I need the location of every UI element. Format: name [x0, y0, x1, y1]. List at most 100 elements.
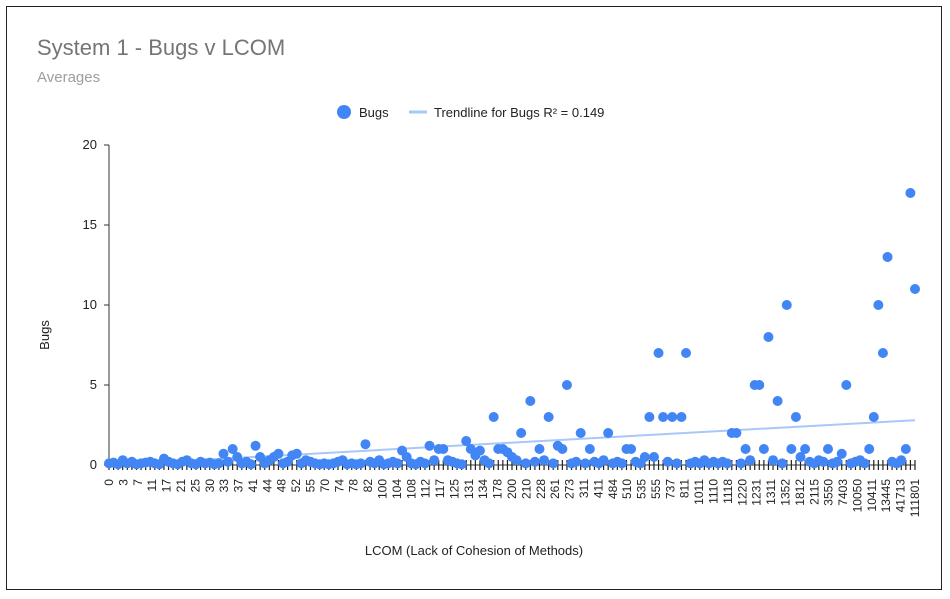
data-point: [905, 188, 916, 198]
x-axis-ticks: 0 3 7 11 17 21 25 30 33 37 41 44 48 52 55 70 74 78 82 100 10…: [102, 479, 922, 518]
x-tick-label: 311: [577, 479, 591, 498]
data-point: [474, 445, 485, 456]
x-tick-label: 3550: [822, 479, 836, 506]
data-point: [580, 458, 591, 469]
data-point: [520, 458, 531, 469]
x-tick-label: 125: [447, 479, 461, 499]
x-tick-label: 117: [433, 479, 447, 498]
y-tick-label: 10: [83, 297, 97, 312]
x-tick-label: 7: [131, 479, 145, 486]
x-tick-label: 74: [332, 479, 346, 493]
data-point: [543, 412, 554, 422]
data-point: [392, 458, 403, 469]
data-point: [488, 412, 499, 422]
x-tick-label: 411: [591, 479, 605, 498]
data-point: [516, 428, 527, 438]
x-tick-label: 261: [548, 479, 562, 499]
data-point: [822, 444, 833, 454]
data-point: [676, 412, 687, 422]
data-point: [786, 444, 797, 454]
data-points: [104, 188, 920, 470]
chart-subtitle: Averages: [37, 69, 100, 86]
data-point: [740, 444, 751, 454]
data-point: [731, 428, 742, 438]
data-point: [662, 456, 673, 467]
data-point: [525, 396, 536, 406]
data-point: [245, 459, 256, 470]
data-point: [873, 300, 884, 310]
data-point: [539, 455, 550, 466]
x-tick-label: 55: [304, 479, 318, 493]
data-point: [571, 456, 582, 467]
chart-frame: System 1 - Bugs v LCOM Averages Bugs Tre…: [6, 6, 942, 590]
legend-marker-bugs: [337, 105, 351, 119]
data-point: [598, 455, 609, 466]
x-tick-label: 33: [217, 479, 231, 493]
x-tick-label: 555: [649, 479, 663, 499]
data-point: [424, 440, 435, 451]
x-axis-label: LCOM (Lack of Cohesion of Methods): [365, 543, 583, 558]
data-point: [639, 452, 650, 462]
x-tick-label: 510: [620, 479, 634, 499]
y-tick-label: 15: [83, 217, 97, 232]
x-tick-label: 3: [116, 479, 130, 486]
data-point: [213, 458, 224, 469]
y-axis-ticks: 0 5 10 15 20: [83, 137, 109, 472]
x-tick-label: 1352: [778, 479, 792, 506]
data-point: [291, 448, 302, 459]
data-point: [671, 458, 682, 469]
x-tick-label: 21: [174, 479, 188, 493]
y-axis-label: Bugs: [37, 320, 52, 350]
data-point: [910, 284, 920, 294]
data-point: [653, 348, 664, 358]
data-point: [273, 448, 284, 459]
data-point: [626, 444, 637, 454]
x-tick-label: 70: [318, 479, 332, 493]
x-tick-label: 37: [232, 479, 246, 493]
x-tick-label: 1011: [692, 479, 706, 505]
x-tick-label: 52: [289, 479, 303, 493]
data-point: [584, 444, 595, 454]
x-tick-label: 82: [361, 479, 375, 493]
x-tick-label: 1812: [793, 479, 807, 506]
data-point: [461, 436, 472, 446]
data-point: [754, 380, 765, 390]
data-point: [511, 455, 522, 466]
data-point: [648, 452, 659, 462]
x-tick-label: 1231: [750, 479, 764, 506]
data-point: [681, 348, 692, 358]
y-tick-label: 20: [83, 137, 97, 152]
data-point: [667, 412, 678, 422]
data-point: [557, 444, 568, 454]
x-tick-label: 7403: [836, 479, 850, 506]
x-tick-label: 811: [678, 479, 692, 498]
x-tick-label: 17: [160, 479, 174, 493]
y-tick-label: 0: [90, 457, 97, 472]
data-point: [250, 440, 261, 451]
data-point: [859, 458, 870, 469]
y-tick-label: 5: [90, 377, 97, 392]
data-point: [484, 458, 495, 469]
x-tick-label: 25: [188, 479, 202, 493]
data-point: [616, 458, 627, 469]
data-point: [575, 428, 586, 438]
x-tick-label: 2115: [807, 479, 821, 505]
x-tick-label: 210: [519, 479, 533, 499]
data-point: [223, 456, 234, 467]
x-tick-label: 228: [534, 479, 548, 499]
x-tick-label: 108: [404, 479, 418, 499]
x-tick-label: 0: [102, 479, 116, 486]
data-point: [722, 458, 733, 469]
x-tick-label: 134: [476, 479, 490, 499]
x-tick-label: 1220: [735, 479, 749, 506]
x-tick-label: 131: [462, 479, 476, 499]
data-point: [795, 452, 806, 462]
x-tick-label: 737: [663, 479, 677, 499]
x-tick-label: 273: [563, 479, 577, 499]
data-point: [864, 444, 875, 454]
data-point: [818, 456, 829, 467]
data-point: [772, 396, 783, 406]
data-point: [355, 458, 366, 469]
x-tick-label: 41713: [894, 479, 908, 513]
data-point: [603, 428, 614, 438]
